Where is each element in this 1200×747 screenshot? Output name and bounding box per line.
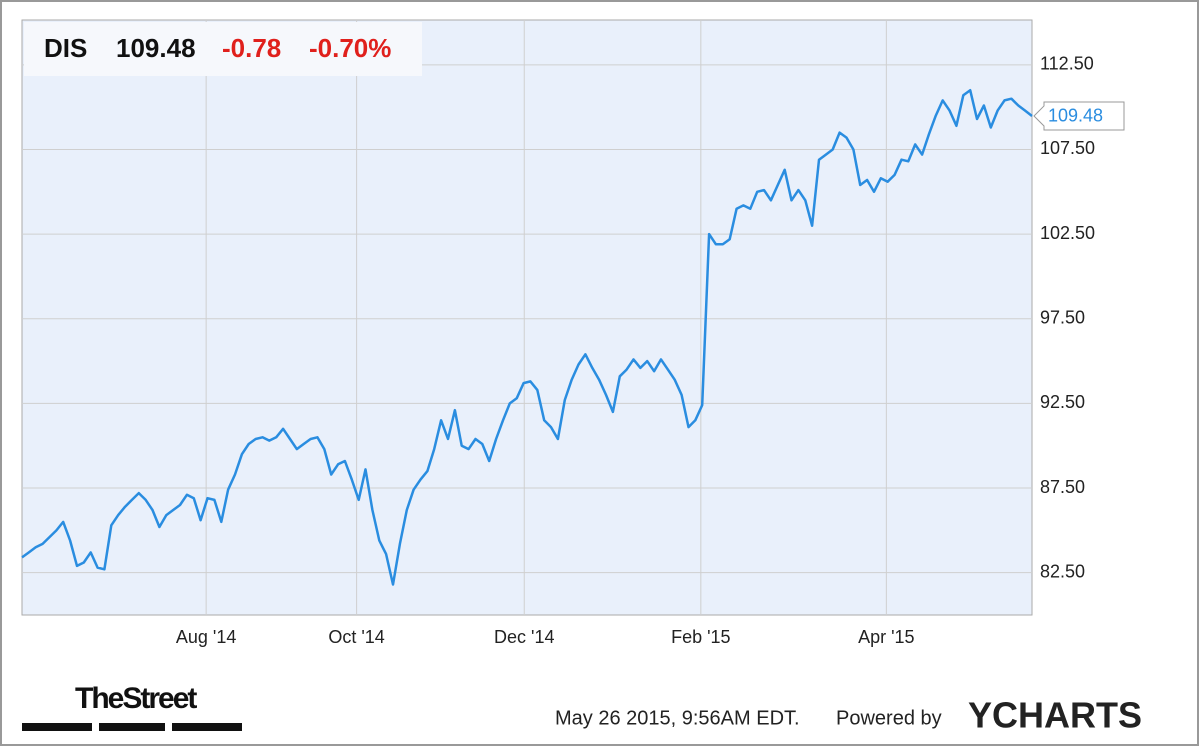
plot-area bbox=[21, 19, 1033, 616]
logo-bar bbox=[172, 723, 242, 731]
ticker: DIS bbox=[44, 33, 87, 63]
quote-box bbox=[24, 22, 422, 76]
brand-logo: TheStreet bbox=[75, 682, 197, 715]
grid bbox=[22, 20, 1032, 615]
change: -0.78 bbox=[222, 33, 281, 63]
change-pct: -0.70% bbox=[309, 33, 391, 63]
price: 109.48 bbox=[116, 33, 196, 63]
y-tick-label: 112.50 bbox=[1040, 54, 1094, 74]
x-tick-label: Apr '15 bbox=[858, 627, 914, 647]
logo-bar bbox=[99, 723, 165, 731]
last-value-label: 109.48 bbox=[1048, 106, 1103, 126]
powered-by: Powered by bbox=[836, 707, 942, 729]
x-tick-label: Dec '14 bbox=[494, 627, 554, 647]
y-tick-label: 107.50 bbox=[1040, 138, 1095, 158]
price-line bbox=[21, 88, 1033, 586]
series bbox=[21, 88, 1033, 586]
y-tick-label: 92.50 bbox=[1040, 392, 1085, 412]
logo-bar bbox=[22, 723, 92, 731]
x-tick-label: Aug '14 bbox=[176, 627, 237, 647]
y-tick-label: 87.50 bbox=[1040, 477, 1085, 497]
y-tick-label: 97.50 bbox=[1040, 308, 1085, 328]
y-tick-label: 82.50 bbox=[1040, 561, 1085, 581]
x-tick-label: Feb '15 bbox=[671, 627, 730, 647]
y-tick-label: 102.50 bbox=[1040, 223, 1095, 243]
timestamp: May 26 2015, 9:56AM EDT. bbox=[555, 707, 800, 729]
x-tick-label: Oct '14 bbox=[328, 627, 384, 647]
last-value-callout bbox=[1033, 101, 1125, 131]
provider-logo: YCHARTS bbox=[968, 695, 1142, 736]
